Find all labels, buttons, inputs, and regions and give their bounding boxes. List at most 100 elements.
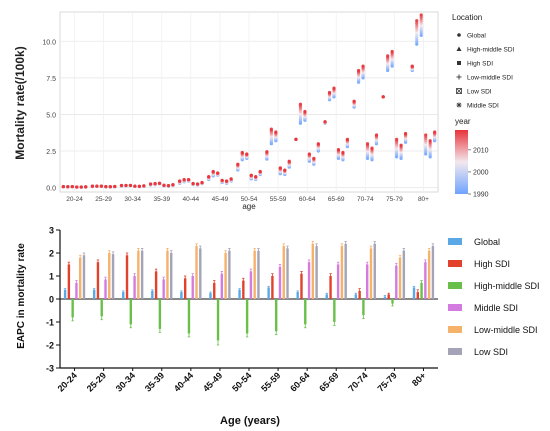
location-legend-title: Location	[452, 13, 482, 22]
top-data-point	[415, 26, 419, 30]
bottom-bar	[282, 246, 285, 299]
bottom-bar	[395, 265, 398, 299]
top-data-point	[415, 30, 419, 35]
bottom-bar	[108, 253, 111, 299]
top-data-point	[381, 95, 385, 99]
star-marker-icon	[456, 102, 462, 108]
top-y-tick-label: 2.5	[46, 149, 56, 156]
bottom-bar	[79, 257, 82, 299]
top-data-point	[312, 156, 316, 160]
top-y-tick-label: 7.5	[46, 76, 56, 83]
bottom-x-tick-label: 40-44	[172, 370, 195, 393]
eapc-legend-label: High SDI	[474, 259, 510, 269]
bottom-bar	[238, 289, 241, 299]
top-data-point	[113, 184, 117, 189]
top-data-point	[352, 99, 356, 103]
bottom-bar	[358, 290, 361, 299]
top-data-point	[153, 181, 157, 186]
bottom-bar	[199, 248, 202, 299]
location-legend-label: Middle SDI	[467, 103, 499, 110]
top-data-point	[142, 184, 146, 188]
bottom-bar	[249, 271, 253, 299]
square-marker-icon	[457, 61, 461, 65]
top-data-point	[108, 185, 112, 189]
bottom-bar	[304, 299, 307, 325]
top-x-tick-label: 70-74	[357, 196, 374, 203]
top-x-tick-label: 50-54	[241, 196, 258, 203]
bottom-bar	[242, 280, 245, 299]
bottom-x-axis-label: Age (years)	[220, 415, 280, 427]
bottom-bar	[416, 292, 419, 299]
bottom-bar	[362, 299, 365, 316]
top-data-point	[336, 147, 341, 152]
bottom-bar	[325, 294, 328, 299]
top-data-point	[386, 54, 390, 58]
top-x-tick-label: 25-29	[95, 196, 112, 203]
plus-marker-icon	[456, 74, 462, 80]
triangle-marker-icon	[456, 46, 462, 51]
top-data-point	[70, 184, 74, 189]
top-data-point	[182, 177, 186, 182]
bottom-bar	[424, 262, 427, 299]
top-data-point	[148, 182, 153, 186]
bottom-bar	[398, 257, 402, 299]
bottom-bar	[391, 299, 394, 304]
top-data-point	[200, 180, 204, 185]
bottom-bar	[340, 246, 344, 299]
top-data-point	[323, 120, 327, 124]
location-legend-item: High-middle SDI	[456, 46, 515, 54]
eapc-legend-label: High-middle SDI	[474, 281, 540, 291]
top-x-tick-label: 45-49	[212, 196, 229, 203]
top-data-point	[283, 168, 287, 172]
top-data-point	[254, 175, 258, 179]
top-data-point	[341, 150, 345, 155]
eapc-legend-swatch	[448, 238, 462, 245]
bottom-y-tick-label: -1	[46, 318, 54, 328]
bottom-bar	[344, 243, 347, 299]
top-data-point	[370, 146, 374, 150]
top-data-point	[410, 64, 414, 68]
top-y-tick-label: 5.0	[46, 112, 56, 119]
bottom-bar	[300, 273, 303, 299]
bottom-bar	[71, 299, 74, 318]
bottom-x-tick-label: 70-74	[346, 370, 369, 393]
bottom-bar	[151, 290, 154, 299]
bottom-bar	[315, 246, 318, 299]
top-x-tick-label: 55-59	[270, 196, 287, 203]
bottom-y-tick-label: -2	[46, 341, 54, 351]
bottom-bar	[137, 250, 140, 299]
top-data-point	[137, 184, 142, 188]
top-data-point	[236, 162, 240, 166]
bottom-bar	[104, 279, 107, 299]
bottom-bar	[333, 299, 336, 322]
year-legend: year 2010 2000 1990	[455, 117, 489, 199]
top-x-tick-label: 40-44	[183, 196, 200, 203]
bottom-bar	[224, 253, 227, 299]
bottom-x-tick-label: 65-69	[317, 370, 340, 393]
bottom-bar	[220, 273, 224, 299]
eapc-legend-swatch	[448, 282, 462, 289]
eapc-legend-item: High-middle SDI	[448, 281, 540, 291]
bottom-x-tick-label: 60-64	[288, 370, 311, 393]
bottom-bar	[191, 276, 194, 299]
top-data-point	[178, 179, 182, 183]
top-data-point	[303, 109, 307, 114]
bottom-bar	[311, 243, 315, 299]
top-data-point	[245, 152, 249, 156]
eapc-legend-item: High SDI	[448, 259, 510, 269]
top-data-point	[415, 23, 419, 28]
location-legend-item: Low-middle SDI	[456, 74, 513, 82]
top-data-point	[424, 133, 428, 137]
eapc-legend-swatch	[448, 304, 462, 311]
top-data-point	[316, 142, 320, 146]
location-legend-label: Low-middle SDI	[467, 75, 513, 82]
location-legend-label: High-middle SDI	[467, 47, 515, 54]
bottom-bar	[125, 255, 129, 299]
top-data-point	[399, 143, 403, 147]
bottom-bar	[67, 264, 71, 299]
bottom-bar	[180, 292, 183, 299]
bottom-bar	[154, 271, 158, 299]
mortality-rate-chart: 0.0 2.5 5.0 7.5 10.0 20-24 25-29 30-34 35-39 40-…	[13, 11, 515, 211]
bottom-bar	[162, 279, 165, 299]
bottom-bar	[166, 250, 169, 299]
